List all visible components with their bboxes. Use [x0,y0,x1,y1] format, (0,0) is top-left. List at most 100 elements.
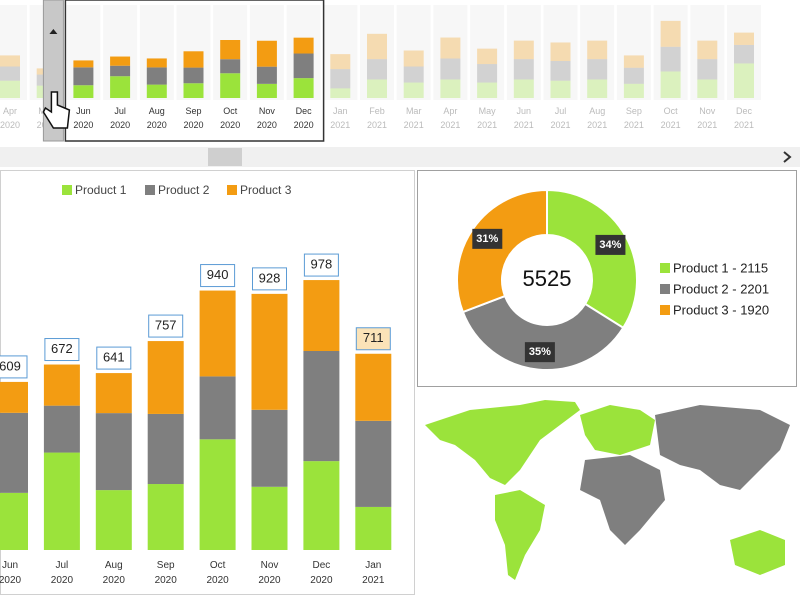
total-label-box [96,346,132,370]
map-australia [730,530,785,575]
bar-segment [256,83,277,98]
bar-segment [95,373,132,414]
bar-segment [550,80,571,98]
bar-segment [147,341,184,414]
bar-segment [623,55,644,68]
timeline-slot[interactable] [360,5,394,100]
x-tick-label: Jun 2020 [73,106,93,130]
x-tick-label: Oct 2021 [661,106,681,130]
total-label-box [0,355,28,379]
legend-swatch [660,284,670,294]
world-map [425,400,790,580]
bar-segment [660,71,681,98]
bar-segment [199,439,236,550]
x-tick-label: Jun 2021 [514,106,534,130]
x-tick-label: Mar 2021 [404,106,424,130]
bar-segment [403,66,424,83]
scrollbar[interactable] [0,147,800,167]
map-south-america [495,490,545,580]
bar-segment [147,413,184,485]
bar-segment [403,50,424,67]
bar-segment [43,452,80,550]
main-chart: Jun 2020 609 Jul 2020 672 Aug 2020 641 Sep 2020 757… [0,183,392,586]
bar-segment [0,55,20,67]
x-tick-label: Jul 2020 [51,560,74,586]
bar-segment [199,376,236,440]
x-tick-label: Sep 2020 [155,560,178,586]
x-tick-label: Nov 2020 [257,106,277,130]
bar-segment [440,37,461,59]
bar-segment [587,79,608,98]
total-label: 609 [0,358,21,373]
legend-label: Product 1 - 2115 [673,260,768,275]
timeline-slot[interactable] [543,5,578,100]
scroll-arrow[interactable] [783,151,792,163]
total-label: 928 [259,270,281,285]
bar-segment [330,54,351,70]
bar-segment [251,409,288,487]
bar-segment [110,56,131,66]
bar-segment [73,67,94,86]
bar-segment [697,79,718,98]
legend-swatch [62,185,72,195]
bar-segment [110,65,131,77]
bar-segment [367,33,387,60]
selection-box[interactable] [64,0,325,142]
bar-segment [367,79,387,98]
bar-segment [355,353,392,421]
timeline-slot[interactable] [727,5,761,100]
total-label: 641 [103,350,125,365]
timeline-slot[interactable] [506,5,541,100]
x-tick-label: Sep 2020 [183,106,203,130]
bar-segment [147,484,184,550]
x-tick-label: Oct 2020 [220,106,240,130]
bar-segment [183,83,204,98]
timeline-slot[interactable] [690,5,725,100]
timeline-slot[interactable] [396,5,431,100]
bar-segment [550,42,571,61]
timeline-slot[interactable] [0,5,27,100]
x-tick-label: Apr 2021 [440,106,460,130]
map-europe [580,405,655,455]
bar-segment [0,66,20,81]
bar-segment [330,69,351,89]
bar-segment [697,59,718,80]
bar-segment [199,290,236,377]
timeline-chart: Apr2020May2020Jun2020Jul2020Aug2020Sep20… [0,0,761,142]
bar-segment [73,60,94,68]
pct-label-box [524,342,555,363]
map-africa [580,455,665,545]
total-label-box [148,314,184,338]
bar-segment [477,48,498,65]
total-label-box [200,264,236,288]
timeline-slot[interactable] [653,5,688,100]
bar-segment [367,59,387,80]
x-tick-label: Jan 2021 [362,560,385,586]
timeline-slot[interactable] [433,5,468,100]
bar-segment [251,486,288,550]
bar-segment [43,405,80,453]
map-north-america [425,400,580,485]
timeline-slot[interactable] [323,5,358,100]
handle-arrow [49,29,58,34]
pct-label: 35% [529,346,551,358]
bar-segment [146,67,167,85]
timeline-slot[interactable] [616,5,651,100]
legend-label: Product 2 - 2201 [673,281,769,296]
bar-segment [256,40,277,67]
x-tick-label: Aug 2021 [587,106,607,130]
bar-segment [623,83,644,98]
timeline-slot[interactable] [470,5,505,100]
bar-segment [697,40,718,60]
x-tick-label: Aug 2020 [147,106,167,130]
bar-segment [146,84,167,98]
x-tick-label: Dec 2021 [734,106,754,130]
bar-segment [303,461,340,550]
bar-segment [0,492,28,550]
x-tick-label: Sep 2021 [624,106,644,130]
bar-segment [587,59,608,80]
timeline-slot[interactable] [580,5,615,100]
scroll-thumb[interactable] [208,148,242,166]
